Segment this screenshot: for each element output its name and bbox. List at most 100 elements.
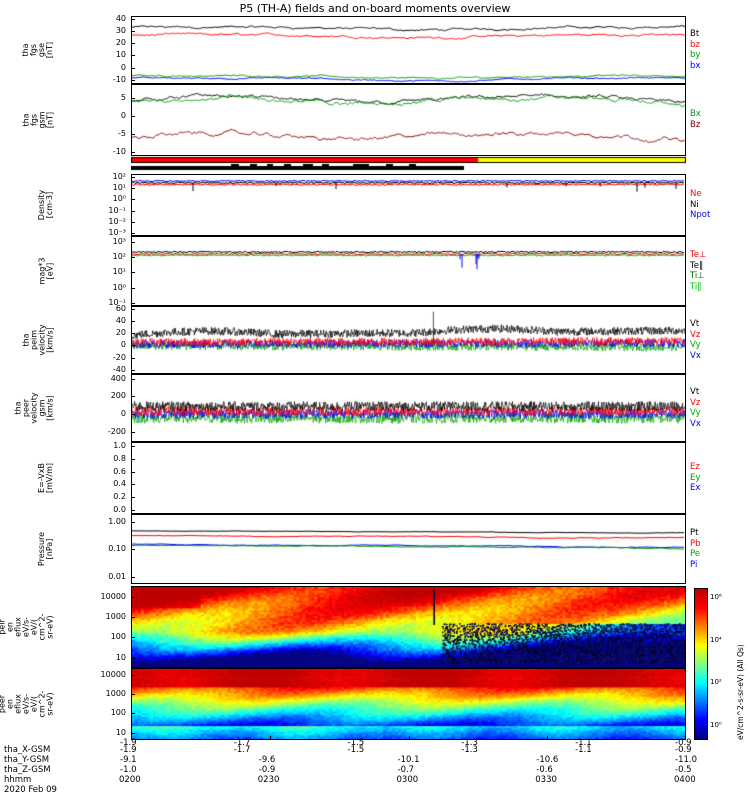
y-tick-label: 0.01: [108, 572, 126, 581]
y-tick-label: 5: [120, 93, 126, 103]
y-axis-label: Density [cm-3]: [37, 189, 55, 221]
y-tick-label: -5: [118, 129, 126, 139]
y-tick-label: 1.0: [113, 440, 126, 450]
panel-peer-eflux: [131, 668, 686, 740]
x-tick-value: -0.5: [675, 765, 692, 775]
y-tick-label: 10⁰: [112, 194, 126, 204]
panel-pressure: [131, 514, 686, 584]
x-tick-value: -1.5: [347, 745, 365, 755]
x-tick-value: -10.1: [397, 755, 420, 765]
y-tick-label: 10³: [112, 236, 126, 246]
panel-state-bars: [131, 156, 686, 174]
y-axis-label: tha peim velocity [km/s]: [21, 324, 55, 356]
y-tick-mark: [131, 617, 135, 619]
legend-entry: Te‖: [690, 260, 704, 271]
panel-peer-velocity-canvas: [132, 375, 685, 441]
y-tick-mark: [131, 458, 135, 460]
legend-entry: Te⊥: [690, 250, 707, 260]
x-axis-row-label: tha_Y-GSM: [4, 755, 50, 765]
panel-temperature: [131, 236, 686, 306]
x-tick-value: -0.7: [397, 765, 415, 775]
x-tick-time: 0230: [257, 775, 280, 785]
y-tick-label: 10¹: [112, 267, 126, 277]
legend-entry: Vt: [690, 387, 700, 397]
y-tick-label: 40: [115, 13, 126, 23]
x-tick-value: -1.1: [575, 745, 592, 755]
y-axis-label: E=-VxB [mV/m]: [37, 463, 54, 493]
panel-peir-eflux-canvas: [132, 587, 685, 667]
y-tick-mark: [131, 134, 135, 136]
y-tick-mark: [131, 308, 135, 310]
legend-entry: Bx: [690, 109, 701, 119]
x-tick-value-top: -1.1: [575, 738, 592, 748]
panel-peer-eflux-canvas: [132, 669, 685, 739]
y-tick-label: 10: [115, 50, 126, 60]
y-tick-label: 10: [115, 653, 126, 663]
y-tick-mark: [131, 221, 135, 223]
y-tick-mark: [131, 432, 135, 434]
y-tick-mark: [131, 67, 135, 69]
y-tick-label: 0.0: [113, 505, 126, 515]
y-tick-label: 10²: [112, 172, 126, 182]
legend-entry: Vz: [690, 397, 701, 408]
y-tick-label: 10²: [112, 252, 126, 261]
panel-peim-velocity: [131, 306, 686, 374]
y-tick-label: 0.4: [113, 479, 126, 489]
y-axis-label: thapeerenefluxeV/s-eV/(cm^2-sr-eV): [0, 690, 54, 718]
x-tick-value-top: -1.5: [347, 738, 365, 748]
x-tick-time: 0300: [396, 775, 419, 785]
y-axis-label: thapeirenefluxeV/s-eV/(cm^2-sr-eV): [0, 613, 54, 641]
colorbar: [694, 588, 708, 740]
y-tick-label: 10000: [100, 591, 126, 601]
y-tick-mark: [131, 577, 135, 578]
y-tick-label: 10000: [100, 670, 126, 680]
legend-entry: Ez: [690, 462, 700, 472]
y-tick-mark: [131, 18, 135, 20]
panel-fgs-gse: [131, 16, 686, 84]
legend-entry: Vx: [690, 418, 701, 429]
y-tick-mark: [131, 152, 135, 154]
y-tick-mark: [131, 521, 135, 523]
y-tick-label: 0.6: [113, 466, 126, 476]
panel-fgs-gsm: [131, 84, 686, 156]
colorbar-tick-label: 10⁶: [710, 593, 722, 602]
panel-peer-velocity: [131, 374, 686, 442]
y-tick-label: 10¹: [112, 183, 126, 193]
legend-entry: Vy: [690, 408, 701, 418]
x-tick-mark: [408, 736, 410, 740]
x-axis-row-label: tha_Z-GSM: [4, 765, 51, 775]
legend-entry: by: [690, 50, 701, 60]
y-tick-mark: [131, 55, 135, 57]
y-tick-mark: [131, 177, 135, 179]
y-tick-mark: [131, 497, 135, 499]
x-tick-value: -11.0: [675, 755, 697, 765]
x-tick-value: -1.0: [120, 765, 137, 775]
y-tick-mark: [131, 272, 135, 274]
y-tick-mark: [131, 712, 135, 714]
y-tick-mark: [131, 675, 135, 677]
x-tick-value: -10.6: [536, 755, 559, 765]
y-tick-mark: [131, 257, 135, 258]
y-tick-label: 0: [120, 340, 126, 350]
y-tick-mark: [131, 732, 135, 734]
y-tick-mark: [131, 188, 135, 190]
panel-pressure-canvas: [132, 515, 685, 583]
y-tick-label: 10: [115, 727, 126, 737]
y-tick-label: 0.10: [108, 544, 126, 553]
x-tick-value: -1.7: [233, 745, 251, 755]
y-tick-mark: [131, 98, 135, 100]
y-tick-label: 200: [110, 391, 126, 401]
x-tick-value: -9.6: [258, 755, 276, 765]
y-tick-label: -40: [112, 364, 126, 374]
y-tick-mark: [131, 199, 135, 201]
legend-entry: Bt: [690, 29, 700, 39]
legend-entry: bx: [690, 60, 701, 71]
x-tick-mark: [685, 736, 686, 740]
y-axis-label: tha fgs gse [nT]: [21, 41, 55, 59]
legend-entry: Ex: [690, 483, 701, 493]
x-tick-value: -0.6: [536, 765, 553, 775]
y-tick-mark: [131, 471, 135, 473]
x-tick-mark: [547, 736, 549, 740]
y-tick-label: -200: [107, 427, 126, 437]
legend-entry: Vx: [690, 350, 701, 361]
